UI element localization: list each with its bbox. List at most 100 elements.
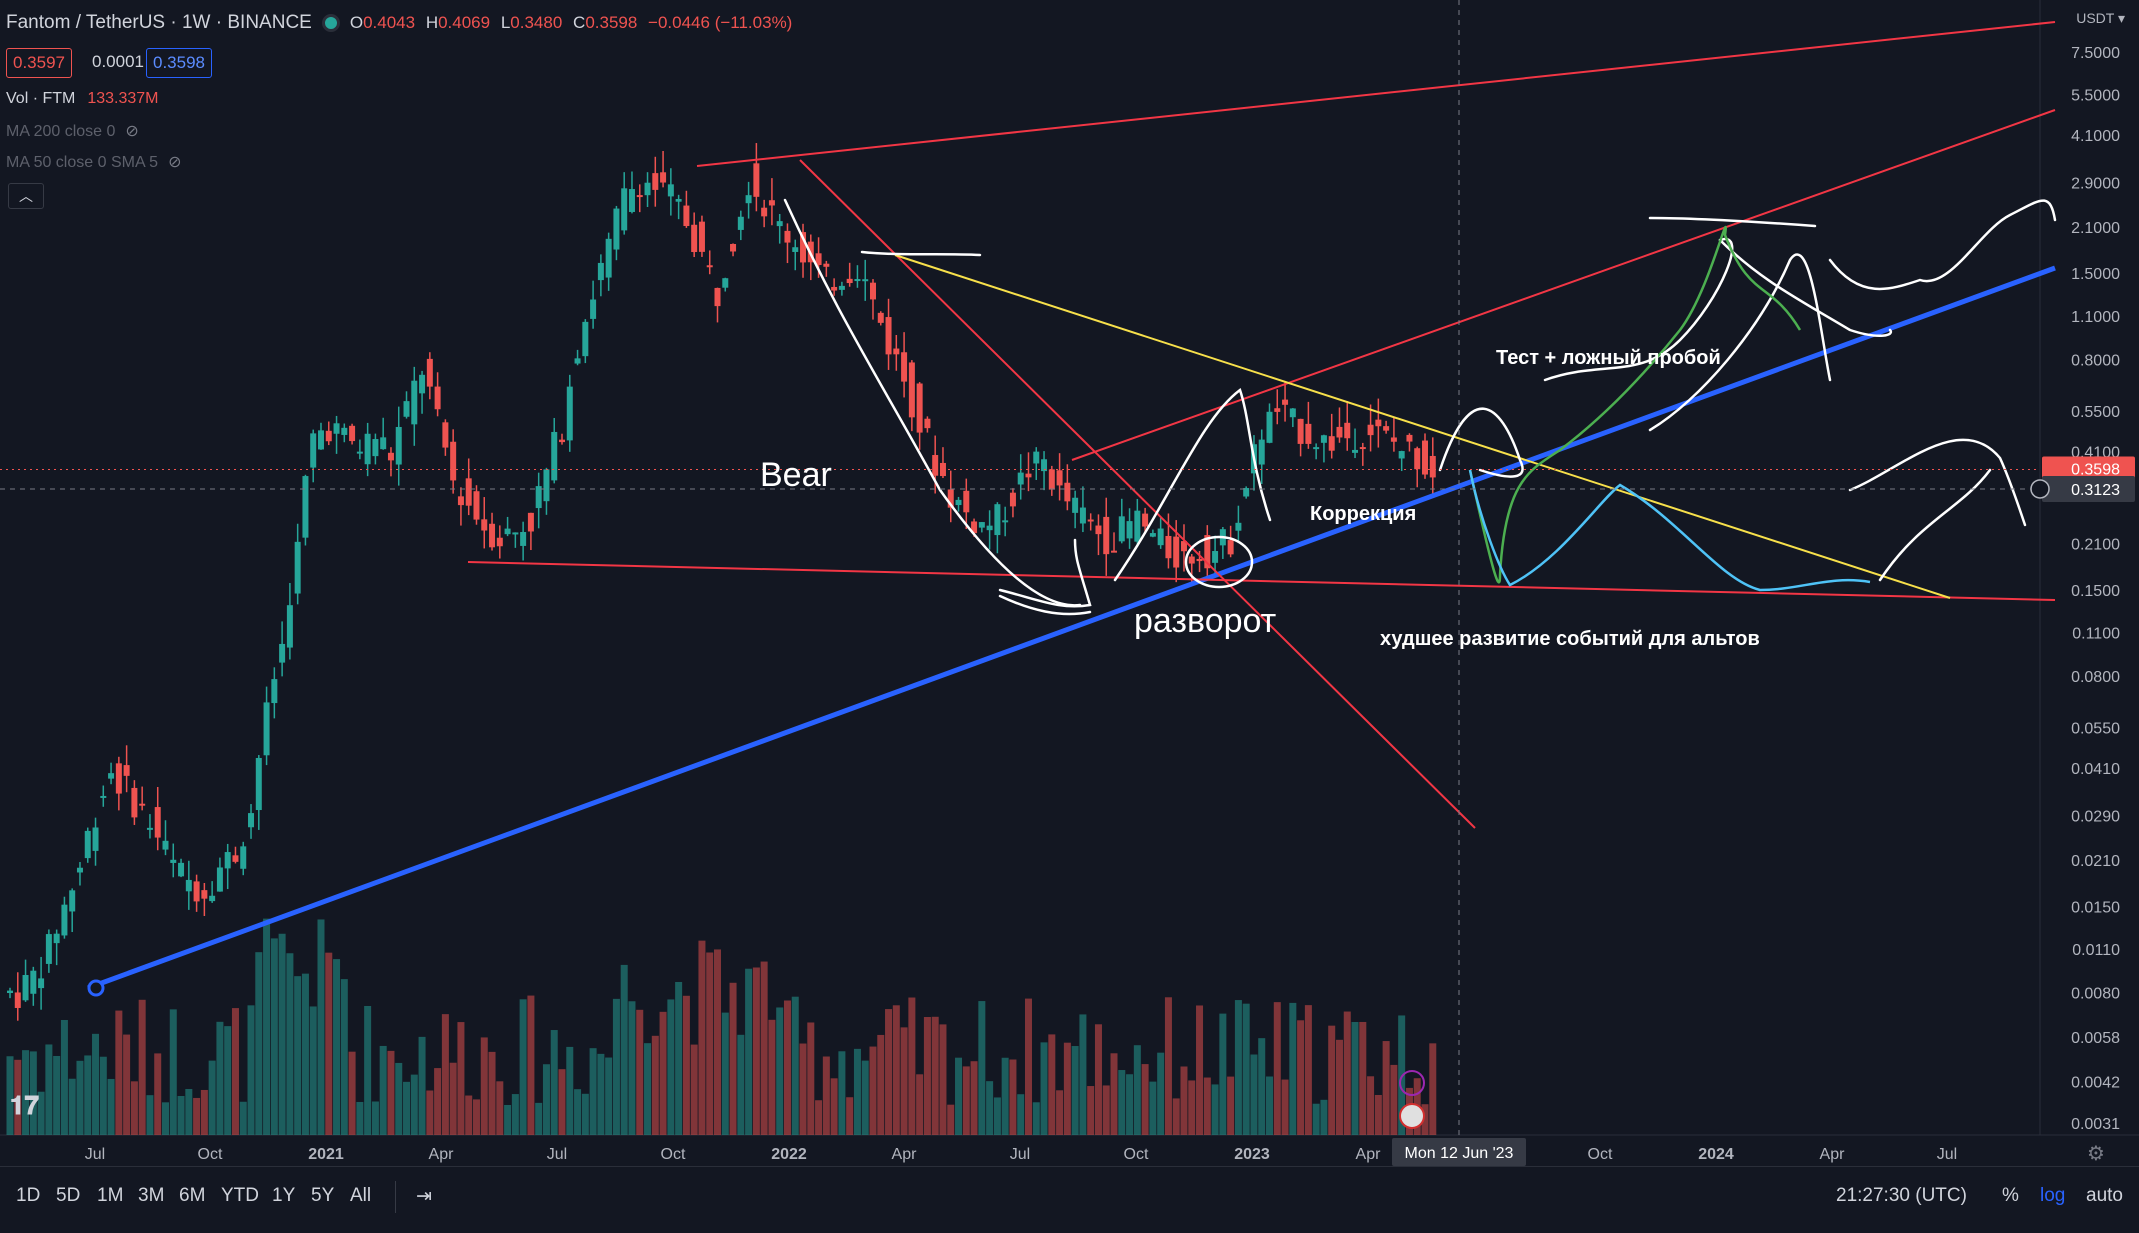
hand-drawn-stroke <box>998 538 1092 608</box>
volume-bar <box>542 1064 550 1135</box>
last-price-label: 0.3598 <box>2071 461 2120 478</box>
range-5d-button[interactable]: 5D <box>56 1185 81 1206</box>
volume-bar <box>1234 1000 1242 1135</box>
volume-bar <box>939 1024 947 1135</box>
price-chart[interactable]: 7.5000 5.5000 4.1000 2.9000 2.1000 1.5000 1.10… <box>0 0 2139 1166</box>
range-5y-button[interactable]: 5Y <box>311 1185 335 1206</box>
volume-bar <box>403 1081 411 1135</box>
price-axis[interactable] <box>2040 0 2139 1166</box>
volume-bar <box>333 959 341 1135</box>
volume-bar <box>550 1030 558 1135</box>
volume-bar <box>115 1010 123 1135</box>
ohlc-open: 0.4043 <box>363 13 416 32</box>
time-tick-label: Oct <box>198 1146 223 1163</box>
volume-bar <box>574 1089 582 1135</box>
volume-bar <box>68 1078 76 1135</box>
volume-bar <box>488 1051 496 1135</box>
volume-bar <box>1351 1022 1359 1135</box>
bear-projection-curve <box>1468 469 1871 592</box>
volume-bar <box>916 1074 924 1135</box>
candle-body <box>178 862 185 877</box>
tradingview-logo-icon[interactable]: 𝟏𝟕 <box>10 1090 39 1120</box>
candle-body <box>1017 472 1024 485</box>
volume-bar <box>535 1102 543 1135</box>
candle-body <box>683 205 690 227</box>
volume-bar <box>1063 1042 1071 1135</box>
rising-channel-line <box>1071 109 2056 461</box>
volume-bar <box>1273 1002 1281 1135</box>
volume-bar <box>22 1050 30 1135</box>
volume-bar <box>931 1016 939 1135</box>
volume-bar <box>185 1088 193 1135</box>
candle-body <box>1227 540 1234 555</box>
candle-body <box>1383 426 1390 431</box>
range-6m-button[interactable]: 6M <box>179 1185 206 1206</box>
volume-bar <box>53 1055 61 1135</box>
hand-drawn-stroke <box>860 250 982 257</box>
range-all-button[interactable]: All <box>350 1185 372 1206</box>
volume-bar <box>978 1001 986 1135</box>
candle-body <box>216 867 223 892</box>
crosshair-date-badge <box>1392 1138 1526 1166</box>
volume-bar <box>1071 1046 1079 1135</box>
volume-bar <box>1157 1052 1165 1135</box>
ma50-indicator[interactable]: MA 50 close 0 SMA 5 ⊘ <box>6 152 181 172</box>
collapse-legend-button[interactable]: ︿ <box>8 183 44 209</box>
candle-body <box>248 813 255 828</box>
log-scale-button[interactable]: log <box>2040 1185 2066 1206</box>
symbol-title[interactable]: Fantom / TetherUS · 1W · BINANCE <box>6 12 312 33</box>
volume-indicator[interactable]: Vol · FTM 133.337M <box>6 90 159 108</box>
volume-bar <box>1048 1034 1056 1135</box>
percent-scale-button[interactable]: % <box>2002 1185 2019 1206</box>
volume-bar <box>955 1057 963 1135</box>
volume-bar <box>706 952 714 1135</box>
sell-price-button[interactable]: 0.3597 <box>6 48 72 78</box>
time-tick-label: Apr <box>1356 1146 1382 1163</box>
utc-clock[interactable]: 21:27:30 (UTC) <box>1836 1185 1967 1206</box>
test-annotation: Тест + ложный пробой <box>1496 347 1721 369</box>
range-ytd-button[interactable]: YTD <box>221 1185 259 1206</box>
hidden-eye-icon[interactable]: ⊘ <box>168 154 182 171</box>
candle-body <box>862 279 869 282</box>
candle-body <box>986 525 993 531</box>
range-1d-button[interactable]: 1D <box>16 1185 41 1206</box>
auto-scale-button[interactable]: auto <box>2086 1185 2123 1206</box>
range-1m-button[interactable]: 1M <box>97 1185 124 1206</box>
volume-bar <box>1429 1043 1437 1135</box>
currency-selector[interactable]: USDT ▾ <box>2076 10 2125 26</box>
candle-body <box>473 491 480 520</box>
candle-body <box>84 830 91 859</box>
price-tick-label: 0.1100 <box>2072 625 2120 642</box>
volume-bar <box>1374 1094 1382 1135</box>
candle-body <box>395 426 402 465</box>
candle-body <box>255 757 262 811</box>
volume-bar <box>752 967 760 1135</box>
candle-body <box>209 895 216 902</box>
range-1y-button[interactable]: 1Y <box>272 1185 296 1206</box>
hidden-eye-icon[interactable]: ⊘ <box>125 123 139 140</box>
candle-body <box>753 163 760 197</box>
volume-bar <box>745 968 753 1135</box>
volume-bar <box>107 1078 115 1135</box>
range-3m-button[interactable]: 3M <box>138 1185 165 1206</box>
candle-body <box>831 286 838 291</box>
us-flag-event-icon[interactable] <box>1399 1103 1425 1129</box>
lightning-event-icon[interactable] <box>1399 1070 1425 1096</box>
volume-bar <box>1382 1041 1390 1135</box>
date-range-icon[interactable]: ⇥ <box>416 1186 432 1207</box>
buy-price-button[interactable]: 0.3598 <box>146 48 212 78</box>
bottom-toolbar: 1D 5D 1M 3M 6M YTD 1Y 5Y All ⇥ 21:27:30 … <box>0 1166 2139 1233</box>
volume-bar <box>1359 1021 1367 1135</box>
volume-bar <box>317 919 325 1135</box>
volume-bar <box>1343 1011 1351 1135</box>
volume-bar <box>776 1007 784 1135</box>
volume-bar <box>138 999 146 1135</box>
volume-bar <box>815 1100 823 1135</box>
ma200-indicator[interactable]: MA 200 close 0 ⊘ <box>6 121 139 141</box>
add-alert-icon[interactable] <box>2030 479 2050 499</box>
volume-bar <box>1040 1042 1048 1135</box>
settings-gear-icon[interactable]: ⚙ <box>2087 1143 2105 1165</box>
candle-body <box>628 189 635 212</box>
candle-body <box>877 312 884 323</box>
volume-bar <box>1164 997 1172 1135</box>
